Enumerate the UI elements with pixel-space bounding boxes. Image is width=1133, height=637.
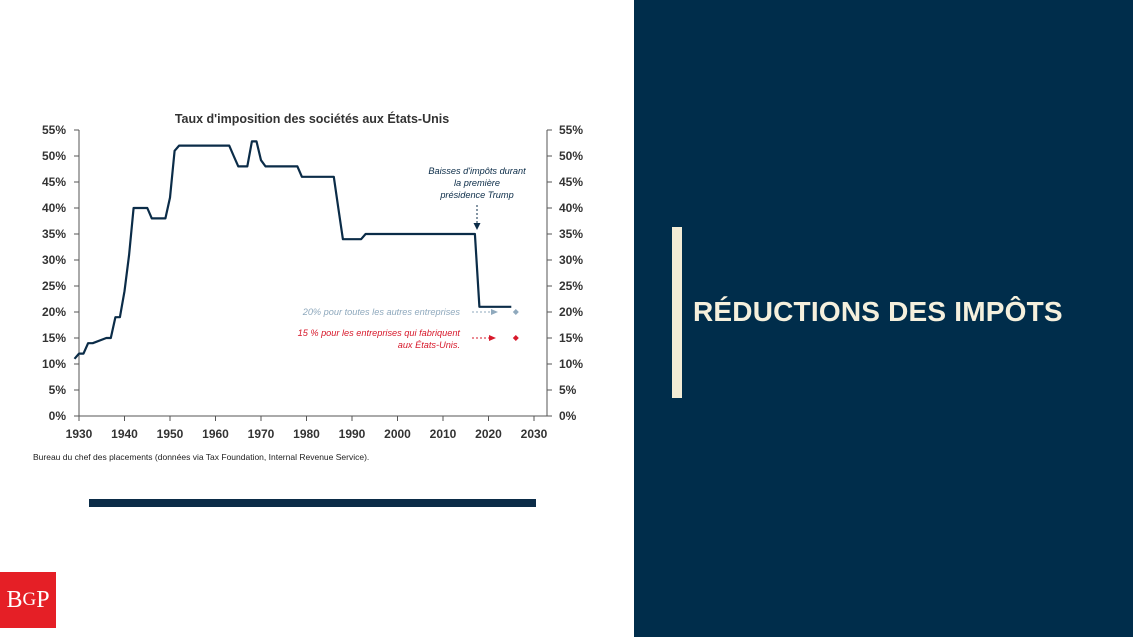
y-tick-label-left: 40%	[42, 201, 66, 215]
x-tick-label: 1990	[339, 427, 366, 441]
logo-letter-g: G	[22, 589, 37, 610]
tax-rate-line	[73, 140, 512, 360]
trump-annotation-line: présidence Trump	[439, 190, 513, 200]
y-tick-label-right: 35%	[559, 227, 583, 241]
divider-bar	[89, 499, 536, 507]
logo-letter-b: B	[6, 586, 23, 613]
y-tick-label-right: 20%	[559, 305, 583, 319]
accent-bar	[672, 227, 682, 398]
chart-axes: 0% 0% 5% 5% 10% 10% 15% 15% 20% 20% 25% 25% 30% 30% 35…	[42, 123, 583, 441]
trump-annotation-arrowhead	[473, 223, 481, 230]
x-tick-label: 1940	[111, 427, 138, 441]
x-tick-label: 1960	[202, 427, 229, 441]
y-tick-label-left: 50%	[42, 149, 66, 163]
point-20-percent	[512, 309, 519, 315]
y-tick-label-left: 0%	[49, 409, 67, 423]
trump-annotation-line: la première	[454, 178, 500, 188]
y-tick-label-left: 45%	[42, 175, 66, 189]
logo-letter-p: P	[36, 586, 50, 613]
y-tick-label-left: 25%	[42, 279, 66, 293]
y-tick-label-right: 30%	[559, 253, 583, 267]
y-tick-label-left: 35%	[42, 227, 66, 241]
y-tick-label-right: 25%	[559, 279, 583, 293]
twenty-percent-arrowhead	[491, 309, 498, 315]
x-tick-label: 2000	[384, 427, 411, 441]
y-tick-label-right: 45%	[559, 175, 583, 189]
y-tick-label-left: 55%	[42, 123, 66, 137]
point-15-percent	[512, 335, 519, 341]
fifteen-percent-annotation-line: aux États-Unis.	[398, 340, 460, 350]
y-tick-label-right: 50%	[559, 149, 583, 163]
fifteen-percent-arrowhead	[489, 335, 496, 341]
fifteen-percent-annotation-line: 15 % pour les entreprises qui fabriquent	[298, 328, 461, 338]
y-tick-label-left: 5%	[49, 383, 67, 397]
y-tick-label-right: 0%	[559, 409, 577, 423]
tax-rate-chart: Taux d'imposition des sociétés aux États…	[42, 111, 583, 441]
x-tick-label: 1980	[293, 427, 320, 441]
y-tick-label-left: 20%	[42, 305, 66, 319]
chart-title: Taux d'imposition des sociétés aux États…	[175, 111, 449, 126]
x-tick-label: 1970	[248, 427, 275, 441]
chart-series	[73, 140, 519, 360]
x-tick-label: 1930	[66, 427, 93, 441]
y-tick-label-left: 30%	[42, 253, 66, 267]
x-tick-label: 2010	[430, 427, 457, 441]
twenty-percent-annotation: 20% pour toutes les autres entreprises	[302, 307, 461, 317]
y-tick-label-left: 15%	[42, 331, 66, 345]
y-tick-label-right: 10%	[559, 357, 583, 371]
panel-title: RÉDUCTIONS DES IMPÔTS	[693, 296, 1063, 327]
y-tick-label-right: 40%	[559, 201, 583, 215]
x-tick-label: 2030	[521, 427, 548, 441]
y-tick-label-right: 5%	[559, 383, 577, 397]
y-tick-label-right: 15%	[559, 331, 583, 345]
source-note: Bureau du chef des placements (données v…	[33, 452, 370, 462]
chart-annotations: Baisses d'impôts durant la première présid…	[298, 166, 526, 350]
y-tick-label-left: 10%	[42, 357, 66, 371]
trump-annotation-line: Baisses d'impôts durant	[428, 166, 526, 176]
title-panel: RÉDUCTIONS DES IMPÔTS	[634, 0, 1133, 637]
x-tick-label: 1950	[157, 427, 184, 441]
y-tick-label-right: 55%	[559, 123, 583, 137]
x-tick-label: 2020	[475, 427, 502, 441]
